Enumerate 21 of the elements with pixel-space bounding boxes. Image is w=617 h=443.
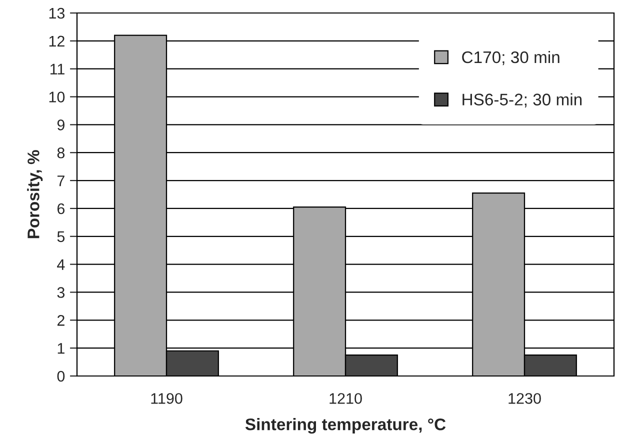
y-tick-label: 0 — [57, 370, 65, 382]
y-tick-label: 10 — [49, 92, 65, 102]
y-tick-label: 13 — [49, 8, 65, 19]
x-tick-label: 1230 — [508, 393, 541, 404]
y-axis-title: Porosity, % — [27, 150, 43, 238]
legend-label: HS6-5-2; 30 min — [462, 93, 582, 108]
y-tick-label: 2 — [57, 315, 64, 326]
x-tick-label: 1190 — [151, 393, 182, 404]
y-tick-label: 12 — [49, 36, 64, 46]
y-tick-label: 11 — [50, 64, 64, 74]
y-tick-label: 9 — [57, 120, 64, 130]
y-tick-label: 7 — [57, 176, 64, 186]
y-tick-label: 8 — [57, 147, 65, 158]
y-tick-label: 3 — [57, 287, 65, 298]
y-tick-label: 6 — [57, 203, 65, 214]
x-axis-title: Sintering temperature, °C — [245, 418, 446, 434]
y-tick-label: 5 — [57, 231, 65, 242]
x-tick-label: 1210 — [330, 393, 362, 404]
y-tick-label: 4 — [57, 259, 65, 270]
legend-label: C170; 30 min — [462, 50, 560, 66]
y-tick-label: 1 — [58, 343, 64, 354]
